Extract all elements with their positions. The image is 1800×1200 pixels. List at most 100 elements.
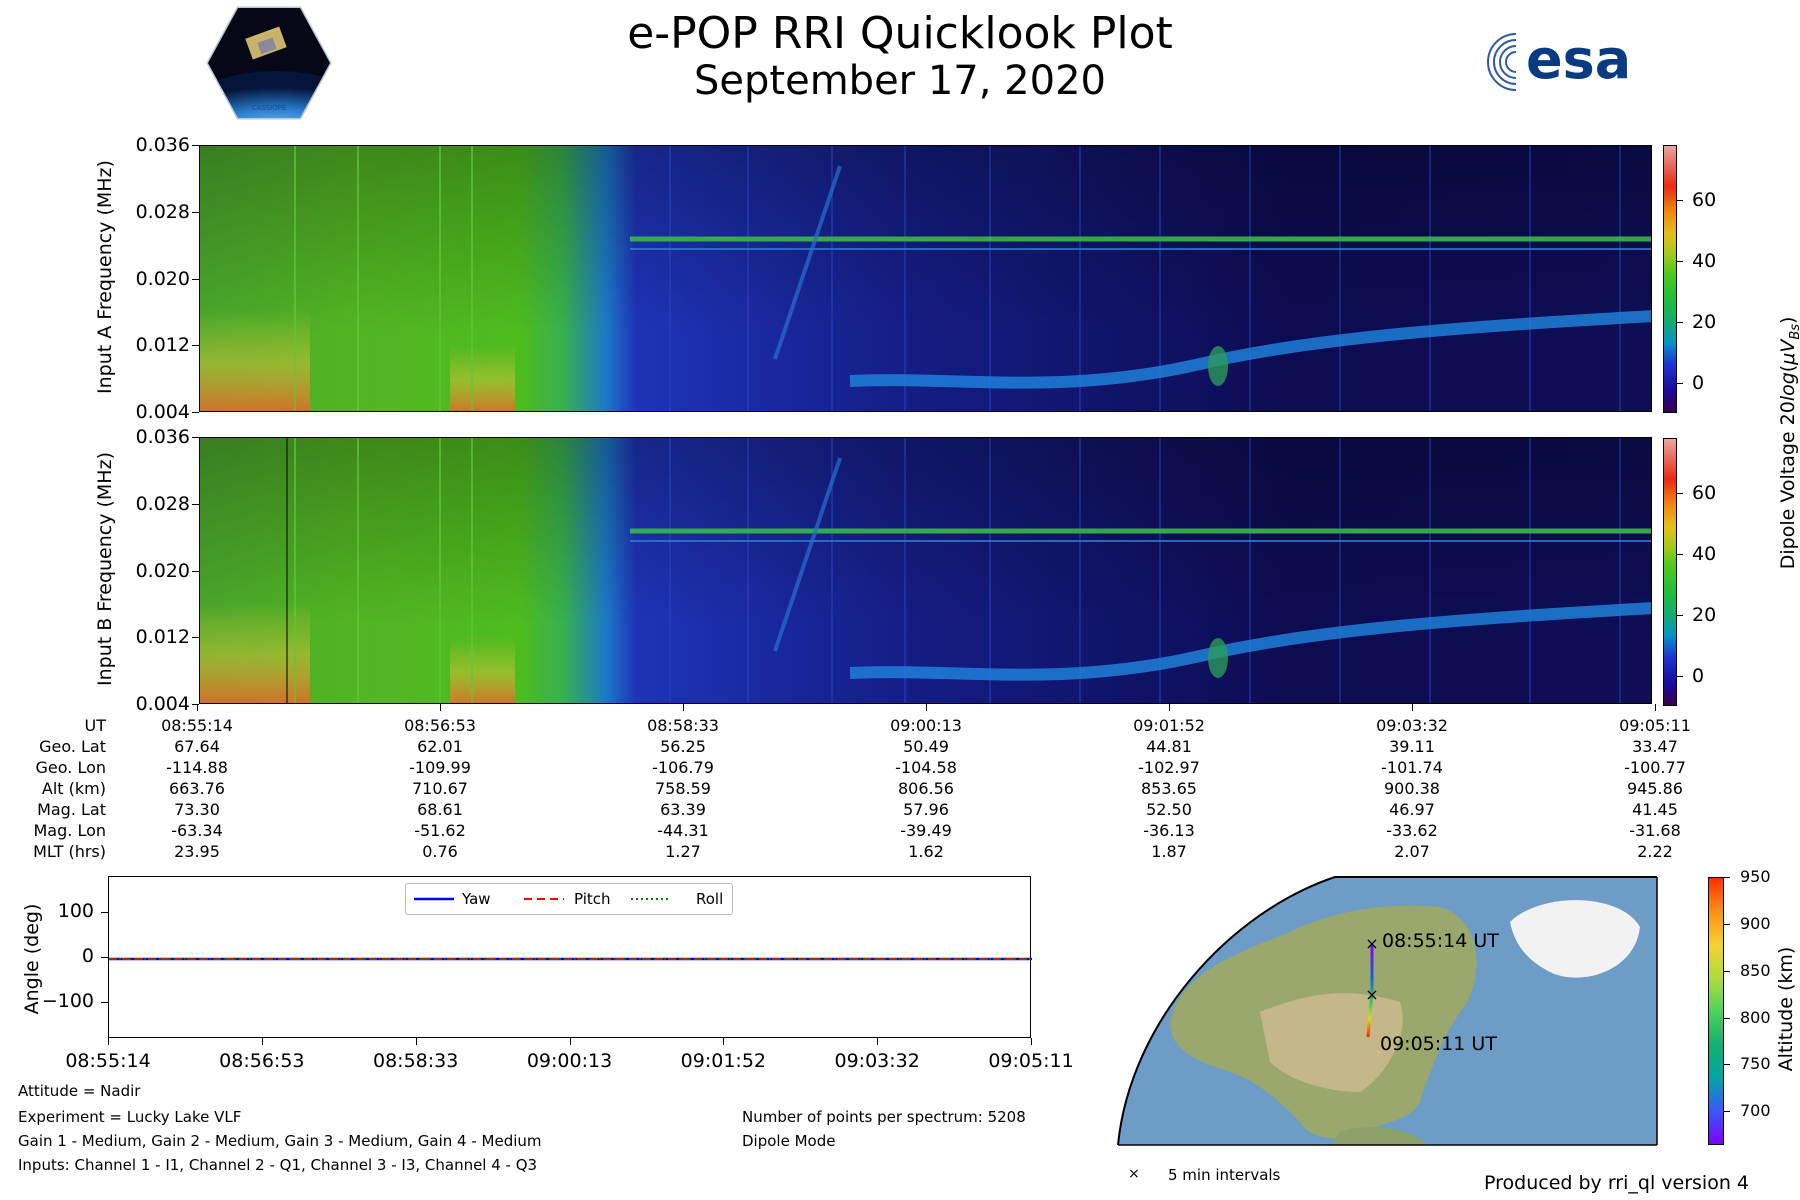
attitude-xtick-mark [415, 1038, 417, 1045]
colorbar-tick-mark [1677, 199, 1683, 201]
attitude-ytick-label: −100 [41, 990, 94, 1012]
colorbar-tick-label: 40 [1692, 249, 1717, 272]
ephemeris-row-label: Mag. Lat [37, 800, 106, 819]
track-start-label: 08:55:14 UT [1382, 930, 1499, 952]
footer-experiment: Experiment = Lucky Lake VLF [18, 1108, 242, 1126]
input-b-colorbar [1663, 438, 1677, 706]
ephemeris-cell: 08:56:53 [404, 716, 476, 735]
spectrogram-ytick-label: 0.012 [135, 626, 190, 649]
spectrogram-ytick-label: 0.004 [135, 693, 190, 715]
ephemeris-cell: 09:03:32 [1376, 716, 1448, 735]
attitude-xtick-mark [569, 1038, 571, 1045]
ephemeris-cell: 23.95 [174, 842, 220, 861]
spectrogram-ytick-label: 0.020 [135, 559, 190, 582]
attitude-plot [108, 876, 1032, 1038]
ephemeris-cell: -33.62 [1386, 821, 1438, 840]
attitude-xtick-mark [877, 1038, 879, 1045]
ephemeris-cell: 56.25 [660, 737, 706, 756]
attitude-ytick-label: 0 [81, 945, 94, 967]
attitude-xtick-label: 09:00:13 [526, 1050, 613, 1072]
altitude-tick-label: 750 [1740, 1054, 1771, 1074]
ephemeris-cell: -63.34 [171, 821, 223, 840]
ground-track-line [1366, 944, 1374, 1038]
spectrogram-xtick-mark [197, 704, 198, 711]
altitude-tick-label: 700 [1740, 1101, 1771, 1121]
spectrogram-xtick-mark [440, 704, 441, 711]
spectrogram-ytick-mark [192, 570, 199, 572]
spectrogram-xtick-mark [1412, 704, 1413, 711]
footer-gains: Gain 1 - Medium, Gain 2 - Medium, Gain 3… [18, 1132, 542, 1150]
spectrogram-ytick-mark [192, 412, 199, 413]
ephemeris-cell: -36.13 [1143, 821, 1195, 840]
attitude-xtick-label: 09:03:32 [834, 1050, 920, 1072]
altitude-tick-label: 900 [1740, 913, 1771, 933]
spectrogram-ytick-mark [192, 437, 199, 438]
attitude-xtick-mark [261, 1038, 263, 1045]
ephemeris-row-label: MLT (hrs) [33, 842, 106, 861]
map-legend-marker-icon: × [1128, 1166, 1140, 1182]
input-b-spectrogram-svg [200, 438, 1651, 703]
footer-produced-by: Produced by rri_ql version 4 [1484, 1172, 1749, 1194]
ephemeris-row-label: Mag. Lon [33, 821, 107, 840]
spectrogram-xtick-mark [1169, 704, 1170, 711]
colorbar-tick-mark [1677, 614, 1683, 616]
ephemeris-cell: 57.96 [903, 800, 949, 819]
cassiope-logo-text: CASSIOPE [252, 104, 287, 112]
cassiope-logo: CASSIOPE [206, 6, 332, 120]
colorbar-tick-mark [1677, 553, 1683, 555]
ephemeris-cell: 08:58:33 [647, 716, 719, 735]
ephemeris-row-label: UT [84, 716, 106, 735]
ephemeris-cell: -114.88 [166, 758, 228, 777]
attitude-xtick-mark [108, 1038, 109, 1045]
track-end-label: 09:05:11 UT [1380, 1033, 1497, 1055]
altitude-tick-label: 850 [1740, 960, 1771, 980]
spectrogram-ytick-label: 0.036 [135, 134, 190, 156]
footer-points: Number of points per spectrum: 5208 [742, 1108, 1026, 1126]
colorbar-tick-label: 0 [1692, 371, 1705, 394]
attitude-ytick-label: 100 [57, 900, 94, 922]
colorbar-tick-mark [1677, 492, 1683, 494]
footer-attitude: Attitude = Nadir [18, 1082, 141, 1100]
ephemeris-cell: 09:05:11 [1619, 716, 1691, 735]
ephemeris-cell: 945.86 [1627, 779, 1683, 798]
ephemeris-cell: 50.49 [903, 737, 949, 756]
input-b-spectrogram [199, 437, 1652, 704]
ephemeris-cell: 758.59 [655, 779, 711, 798]
ephemeris-cell: 806.56 [898, 779, 954, 798]
colorbar-tick-mark [1677, 382, 1683, 384]
spectrogram-ytick-mark [192, 211, 199, 213]
ephemeris-cell: -44.31 [657, 821, 709, 840]
legend-roll: Roll [696, 890, 724, 908]
footer-inputs: Inputs: Channel 1 - I1, Channel 2 - Q1, … [18, 1156, 538, 1174]
altitude-tick-label: 950 [1740, 867, 1771, 886]
plot-date: September 17, 2020 [694, 58, 1106, 104]
ephemeris-cell: 39.11 [1389, 737, 1435, 756]
ephemeris-cell: 08:55:14 [161, 716, 233, 735]
ephemeris-cell: 73.30 [174, 800, 220, 819]
spectrogram-ytick-mark [192, 345, 199, 347]
ephemeris-cell: -102.97 [1138, 758, 1200, 777]
altitude-tick-mark [1724, 923, 1730, 925]
input-a-spectrogram-svg [200, 146, 1651, 411]
attitude-xtick-label: 08:56:53 [219, 1050, 305, 1072]
colorbar-tick-label: 60 [1692, 481, 1717, 504]
spectrogram-ytick-mark [192, 704, 199, 705]
altitude-tick-label: 800 [1740, 1007, 1771, 1027]
colorbar-tick-label: 0 [1692, 664, 1705, 687]
footer-mode: Dipole Mode [742, 1132, 836, 1150]
attitude-ytick-mark [101, 1002, 108, 1003]
ephemeris-cell: 663.76 [169, 779, 225, 798]
attitude-plot-svg [109, 957, 1032, 961]
ephemeris-cell: 1.27 [665, 842, 701, 861]
ephemeris-cell: 33.47 [1632, 737, 1678, 756]
ephemeris-cell: 2.07 [1394, 842, 1430, 861]
ephemeris-cell: -106.79 [652, 758, 714, 777]
ephemeris-cell: 46.97 [1389, 800, 1435, 819]
spectrogram-ytick-label: 0.012 [135, 334, 190, 357]
altitude-tick-mark [1724, 877, 1730, 878]
colorbar-tick-label: 20 [1692, 310, 1717, 333]
ephemeris-cell: 09:01:52 [1133, 716, 1205, 735]
attitude-ytick-mark [101, 957, 108, 958]
track-marker-mid-icon: × [1365, 985, 1378, 1004]
altitude-colorbar [1708, 877, 1724, 1145]
